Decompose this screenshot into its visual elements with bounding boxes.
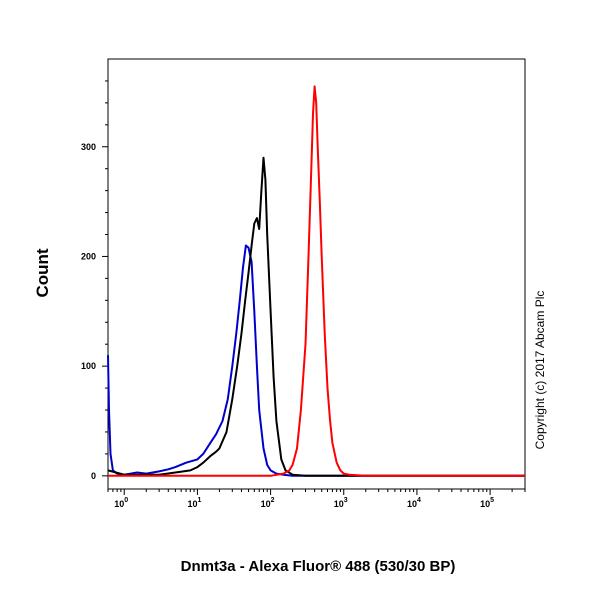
x-tick-label: 100 [114, 497, 128, 509]
x-tick-label: 105 [480, 497, 494, 509]
series-line-3 [108, 85, 525, 477]
x-tick-label: 103 [334, 497, 348, 509]
x-tick-label: 104 [407, 497, 421, 509]
series-layer [107, 85, 525, 477]
x-axis-ticks: 100 101 102 103 104 105 [107, 489, 526, 509]
y-axis-title: Count [33, 248, 52, 297]
x-tick-label: 101 [187, 497, 201, 509]
y-tick-label: 100 [81, 361, 96, 371]
y-tick-label: 300 [81, 142, 96, 152]
series-line-1 [107, 244, 525, 477]
copyright-text: Copyright (c) 2017 Abcam Plc [533, 291, 547, 450]
y-tick-label: 200 [81, 251, 96, 261]
y-tick-label: 0 [91, 471, 96, 481]
plot-frame [107, 58, 526, 490]
x-axis-title: Dnmt3a - Alexa Fluor® 488 (530/30 BP) [181, 558, 456, 575]
series-line-2 [107, 156, 525, 477]
y-axis-ticks: 0 100 200 300 [81, 80, 108, 481]
x-tick-label: 102 [261, 497, 275, 509]
